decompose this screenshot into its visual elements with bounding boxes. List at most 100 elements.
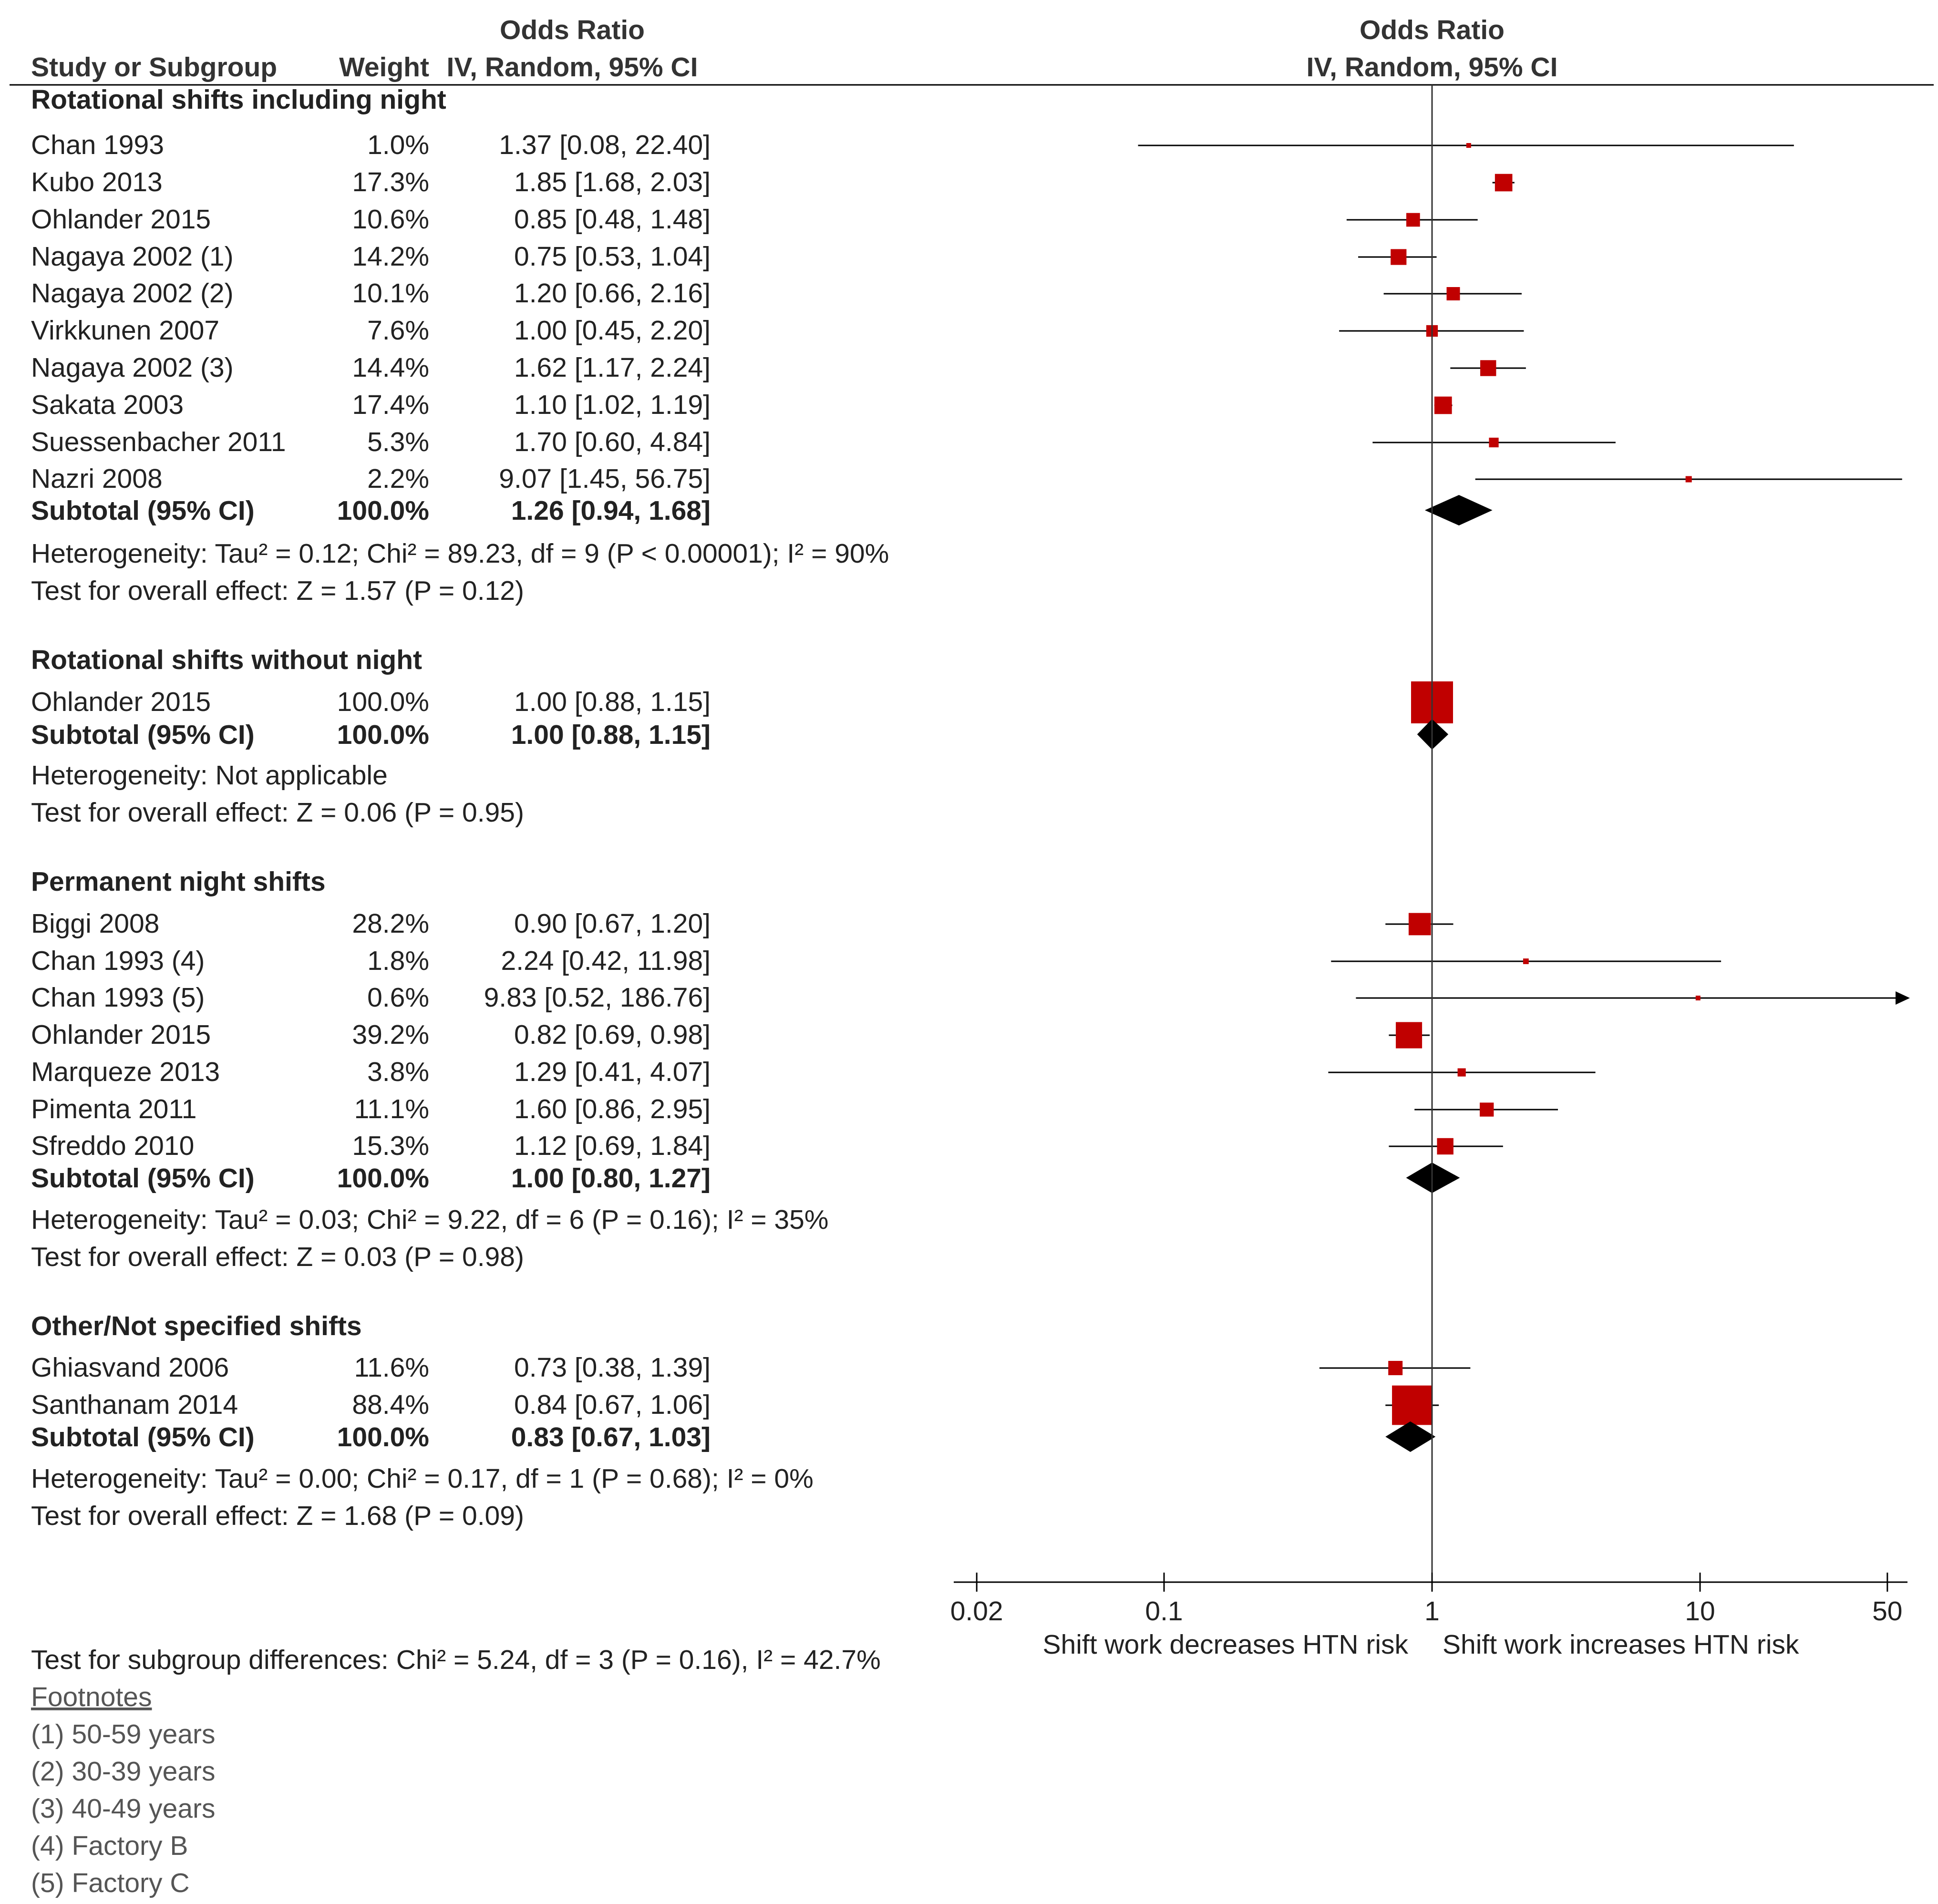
overall-effect-text: Test for overall effect: Z = 1.68 (P = 0… bbox=[31, 1501, 524, 1531]
study-weight: 2.2% bbox=[367, 463, 429, 494]
study-ci: 1.60 [0.86, 2.95] bbox=[514, 1094, 711, 1124]
study-marker bbox=[1523, 958, 1529, 964]
study-weight: 5.3% bbox=[367, 427, 429, 457]
study-ci: 1.00 [0.45, 2.20] bbox=[514, 315, 711, 346]
heterogeneity-text: Heterogeneity: Not applicable bbox=[31, 760, 388, 791]
tick-label: 0.1 bbox=[1145, 1596, 1183, 1626]
study-ci: 0.85 [0.48, 1.48] bbox=[514, 204, 711, 235]
study-ci: 1.70 [0.60, 4.84] bbox=[514, 427, 711, 457]
study-marker bbox=[1434, 396, 1452, 414]
subtotal-weight: 100.0% bbox=[337, 720, 429, 750]
study-ci: 1.12 [0.69, 1.84] bbox=[514, 1131, 711, 1161]
subtotal-ci: 0.83 [0.67, 1.03] bbox=[511, 1422, 711, 1452]
study-name: Nazri 2008 bbox=[31, 463, 163, 494]
study-name: Suessenbacher 2011 bbox=[31, 427, 286, 457]
subtotal-label: Subtotal (95% CI) bbox=[31, 1422, 255, 1452]
study-weight: 10.1% bbox=[352, 278, 429, 309]
plot-title: Odds Ratio bbox=[1360, 15, 1505, 45]
study-name: Ohlander 2015 bbox=[31, 1019, 211, 1050]
subgroup-differences-text: Test for subgroup differences: Chi² = 5.… bbox=[31, 1645, 881, 1675]
study-ci: 1.00 [0.88, 1.15] bbox=[514, 687, 711, 717]
study-marker bbox=[1408, 913, 1431, 936]
study-name: Nagaya 2002 (3) bbox=[31, 352, 234, 383]
subgroup-title: Other/Not specified shifts bbox=[31, 1311, 362, 1341]
footnotes-title: Footnotes bbox=[31, 1682, 152, 1712]
x-axis: 0.02 0.1 1 10 50 Shift work decreases HTN ris… bbox=[950, 1573, 1907, 1660]
study-marker bbox=[1406, 213, 1420, 227]
study-marker bbox=[1446, 287, 1460, 300]
study-weight: 39.2% bbox=[352, 1019, 429, 1050]
study-name: Marqueze 2013 bbox=[31, 1057, 220, 1087]
subtotal-label: Subtotal (95% CI) bbox=[31, 1163, 255, 1194]
subtotal-ci: 1.00 [0.88, 1.15] bbox=[511, 720, 711, 750]
study-ci: 1.10 [1.02, 1.19] bbox=[514, 390, 711, 420]
study-weight: 100.0% bbox=[337, 687, 429, 717]
tick-label: 50 bbox=[1872, 1596, 1902, 1626]
plot-marks bbox=[1138, 85, 1910, 1583]
subtotal-diamond bbox=[1406, 1163, 1460, 1193]
study-marker bbox=[1685, 476, 1692, 483]
study-marker bbox=[1495, 174, 1513, 192]
study-name: Pimenta 2011 bbox=[31, 1094, 197, 1124]
study-ci: 1.37 [0.08, 22.40] bbox=[499, 130, 711, 160]
overall-effect-text: Test for overall effect: Z = 0.06 (P = 0… bbox=[31, 797, 524, 828]
footnote: (1) 50-59 years bbox=[31, 1719, 216, 1750]
footnote: (3) 40-49 years bbox=[31, 1793, 216, 1824]
study-name: Ohlander 2015 bbox=[31, 687, 211, 717]
study-ci: 0.90 [0.67, 1.20] bbox=[514, 908, 711, 939]
subtotal-label: Subtotal (95% CI) bbox=[31, 495, 255, 526]
study-marker bbox=[1480, 1102, 1494, 1117]
subgroup-title: Rotational shifts without night bbox=[31, 645, 422, 675]
study-name: Virkkunen 2007 bbox=[31, 315, 219, 346]
study-ci: 1.62 [1.17, 2.24] bbox=[514, 352, 711, 383]
tick-label: 0.02 bbox=[950, 1596, 1003, 1626]
heterogeneity-text: Heterogeneity: Tau² = 0.03; Chi² = 9.22,… bbox=[31, 1204, 828, 1235]
study-ci: 0.82 [0.69, 0.98] bbox=[514, 1019, 711, 1050]
header-or-title: Odds Ratio bbox=[500, 15, 645, 45]
plot-subtitle: IV, Random, 95% CI bbox=[1307, 52, 1558, 82]
subtotal-diamond bbox=[1385, 1421, 1436, 1452]
study-name: Nagaya 2002 (1) bbox=[31, 241, 234, 272]
study-name: Ghiasvand 2006 bbox=[31, 1352, 229, 1383]
study-marker bbox=[1457, 1068, 1466, 1077]
study-weight: 15.3% bbox=[352, 1131, 429, 1161]
study-marker bbox=[1391, 249, 1407, 265]
heterogeneity-text: Heterogeneity: Tau² = 0.00; Chi² = 0.17,… bbox=[31, 1463, 814, 1494]
subtotal-ci: 1.26 [0.94, 1.68] bbox=[511, 495, 711, 526]
subtotal-diamond bbox=[1424, 495, 1493, 525]
study-weight: 88.4% bbox=[352, 1389, 429, 1420]
study-ci: 1.29 [0.41, 4.07] bbox=[514, 1057, 711, 1087]
study-name: Sakata 2003 bbox=[31, 390, 184, 420]
study-name: Ohlander 2015 bbox=[31, 204, 211, 235]
study-name: Santhanam 2014 bbox=[31, 1389, 238, 1420]
study-weight: 17.4% bbox=[352, 390, 429, 420]
study-name: Sfreddo 2010 bbox=[31, 1131, 194, 1161]
study-marker bbox=[1388, 1361, 1403, 1375]
subtotal-label: Subtotal (95% CI) bbox=[31, 720, 255, 750]
left-direction-label: Shift work decreases HTN risk bbox=[1042, 1629, 1408, 1660]
ci-arrow bbox=[1896, 991, 1910, 1005]
subtotal-weight: 100.0% bbox=[337, 1163, 429, 1194]
subgroup-title: Rotational shifts including night bbox=[31, 84, 446, 115]
study-name: Chan 1993 bbox=[31, 130, 164, 160]
study-ci: 0.84 [0.67, 1.06] bbox=[514, 1389, 711, 1420]
subtotal-ci: 1.00 [0.80, 1.27] bbox=[511, 1163, 711, 1194]
study-weight: 10.6% bbox=[352, 204, 429, 235]
study-weight: 17.3% bbox=[352, 167, 429, 197]
overall-effect-text: Test for overall effect: Z = 1.57 (P = 0… bbox=[31, 576, 524, 606]
header-weight: Weight bbox=[339, 52, 429, 82]
study-ci: 1.85 [1.68, 2.03] bbox=[514, 167, 711, 197]
subtotal-weight: 100.0% bbox=[337, 1422, 429, 1452]
study-weight: 11.1% bbox=[354, 1094, 429, 1124]
study-weight: 28.2% bbox=[352, 908, 429, 939]
study-ci: 0.73 [0.38, 1.39] bbox=[514, 1352, 711, 1383]
study-marker bbox=[1396, 1022, 1423, 1049]
overall-effect-text: Test for overall effect: Z = 0.03 (P = 0… bbox=[31, 1242, 524, 1272]
study-weight: 14.2% bbox=[352, 241, 429, 272]
study-name: Kubo 2013 bbox=[31, 167, 163, 197]
study-weight: 0.6% bbox=[367, 982, 429, 1013]
study-name: Chan 1993 (5) bbox=[31, 982, 205, 1013]
study-ci: 1.20 [0.66, 2.16] bbox=[514, 278, 711, 309]
study-weight: 11.6% bbox=[354, 1352, 429, 1383]
